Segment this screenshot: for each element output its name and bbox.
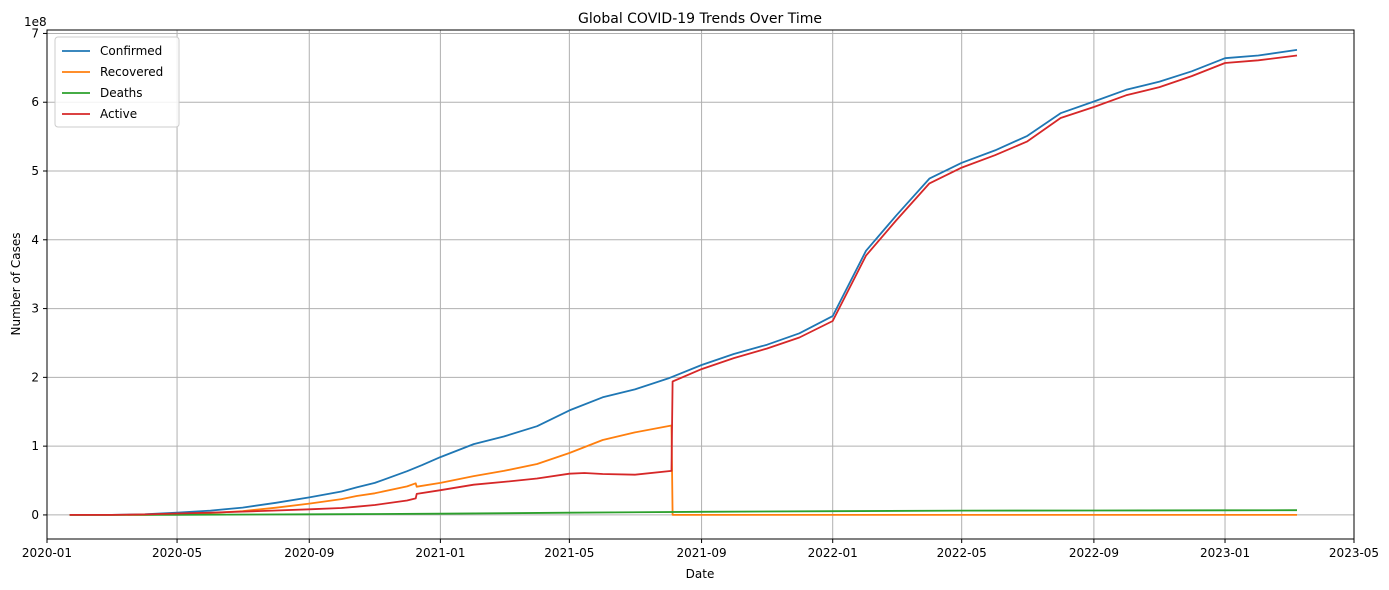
y-tick-label: 4 — [31, 233, 39, 247]
series-line-confirmed — [69, 49, 1298, 516]
chart-title: Global COVID-19 Trends Over Time — [578, 11, 822, 27]
series-layer — [69, 49, 1298, 516]
y-tick-label: 5 — [31, 164, 39, 178]
legend-label-deaths: Deaths — [100, 86, 143, 100]
x-tick-label: 2023-05 — [1329, 546, 1379, 560]
y-axis-ticks: 0 1 2 3 4 5 6 7 — [31, 26, 47, 522]
series-line-deaths — [69, 509, 1298, 516]
y-scale-label: 1e8 — [24, 15, 47, 29]
series-line-active — [69, 54, 1298, 516]
y-tick-label: 1 — [31, 439, 39, 453]
legend-label-active: Active — [100, 107, 137, 121]
y-tick-label: 7 — [31, 26, 39, 40]
x-tick-label: 2023-01 — [1200, 546, 1250, 560]
legend: Confirmed Recovered Deaths Active — [54, 36, 180, 128]
x-tick-label: 2021-01 — [415, 546, 465, 560]
x-tick-label: 2021-05 — [544, 546, 594, 560]
y-tick-label: 6 — [31, 95, 39, 109]
y-tick-label: 2 — [31, 370, 39, 384]
x-tick-label: 2022-01 — [808, 546, 858, 560]
x-tick-label: 2022-05 — [937, 546, 987, 560]
x-tick-label: 2020-05 — [152, 546, 202, 560]
y-tick-label: 3 — [31, 302, 39, 316]
legend-box — [54, 36, 180, 128]
plot-frame — [46, 29, 1355, 540]
x-axis-label: Date — [686, 567, 715, 581]
series-line-recovered — [69, 424, 1297, 516]
y-tick-label: 0 — [31, 508, 39, 522]
x-axis-ticks: 2020-01 2020-05 2020-09 2021-01 2021-05 2021-… — [22, 539, 1379, 560]
grid-layer — [46, 30, 1355, 539]
x-tick-label: 2020-01 — [22, 546, 72, 560]
x-tick-label: 2022-09 — [1069, 546, 1119, 560]
y-axis-label: Number of Cases — [9, 232, 23, 335]
x-tick-label: 2021-09 — [677, 546, 727, 560]
x-tick-label: 2020-09 — [284, 546, 334, 560]
legend-label-confirmed: Confirmed — [100, 44, 162, 58]
legend-label-recovered: Recovered — [100, 65, 163, 79]
